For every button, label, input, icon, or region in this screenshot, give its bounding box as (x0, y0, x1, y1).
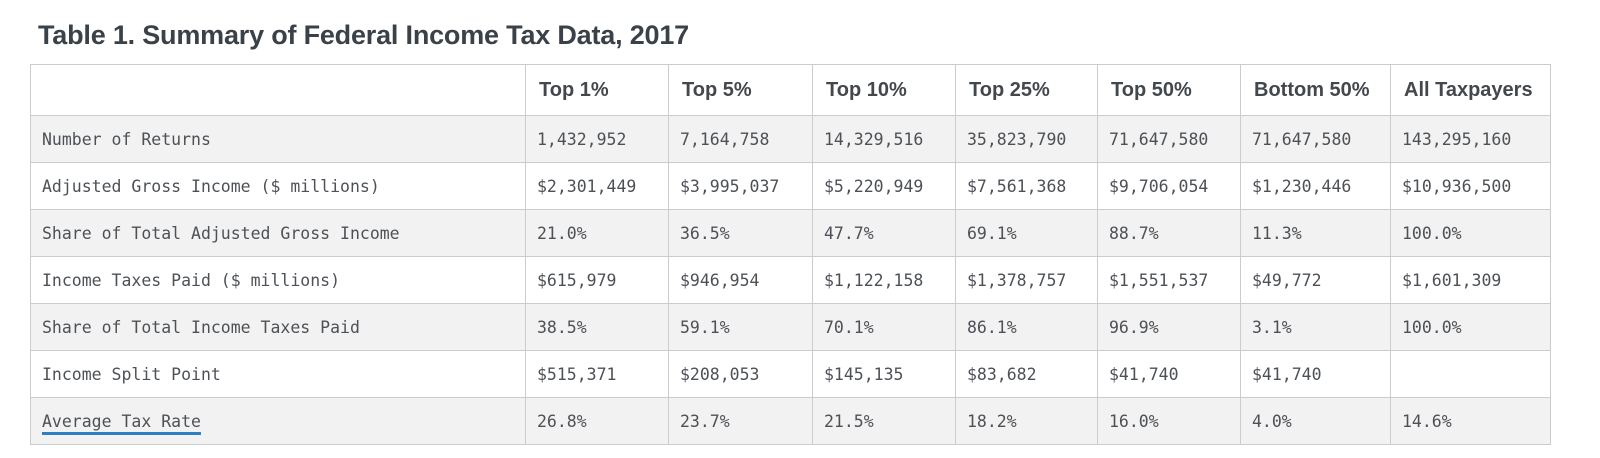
data-cell: 21.5% (812, 397, 956, 445)
data-cell: 4.0% (1240, 397, 1391, 445)
data-cell: 69.1% (955, 209, 1098, 257)
data-cell: 100.0% (1390, 303, 1551, 351)
data-cell: $5,220,949 (812, 162, 956, 210)
column-header: Top 50% (1097, 64, 1241, 116)
data-cell: $41,740 (1097, 350, 1241, 398)
federal-income-tax-table: Top 1% Top 5% Top 10% Top 25% Top 50% Bottom … (30, 64, 1551, 445)
data-cell: $615,979 (525, 256, 669, 304)
data-cell: 59.1% (668, 303, 813, 351)
row-label: Share of Total Adjusted Gross Income (30, 209, 526, 257)
data-cell: 14.6% (1390, 397, 1551, 445)
data-cell: 71,647,580 (1240, 115, 1391, 163)
data-cell: $49,772 (1240, 256, 1391, 304)
data-cell: 14,329,516 (812, 115, 956, 163)
column-header: All Taxpayers (1390, 64, 1551, 116)
data-cell: $7,561,368 (955, 162, 1098, 210)
data-cell: $1,378,757 (955, 256, 1098, 304)
data-cell: $1,601,309 (1390, 256, 1551, 304)
data-cell: 1,432,952 (525, 115, 669, 163)
data-cell: 86.1% (955, 303, 1098, 351)
row-label: Average Tax Rate (30, 397, 526, 445)
data-cell (1390, 350, 1551, 398)
row-label: Income Taxes Paid ($ millions) (30, 256, 526, 304)
data-cell: 18.2% (955, 397, 1098, 445)
row-label: Adjusted Gross Income ($ millions) (30, 162, 526, 210)
column-header: Top 10% (812, 64, 956, 116)
data-cell: $946,954 (668, 256, 813, 304)
table-title: Table 1. Summary of Federal Income Tax D… (38, 20, 689, 50)
data-cell: 143,295,160 (1390, 115, 1551, 163)
row-label: Income Split Point (30, 350, 526, 398)
data-cell: 11.3% (1240, 209, 1391, 257)
table-row: Share of Total Income Taxes Paid 38.5% 59.… (30, 303, 1551, 351)
data-cell: 47.7% (812, 209, 956, 257)
table-row: Average Tax Rate 26.8% 23.7% 21.5% 18.2% 16.0… (30, 397, 1551, 445)
table-row: Income Taxes Paid ($ millions) $615,979 $9… (30, 256, 1551, 304)
data-cell: $83,682 (955, 350, 1098, 398)
data-cell: 35,823,790 (955, 115, 1098, 163)
glossary-term-link[interactable]: Average Tax Rate (42, 411, 201, 431)
data-cell: 16.0% (1097, 397, 1241, 445)
data-cell: $515,371 (525, 350, 669, 398)
data-cell: 3.1% (1240, 303, 1391, 351)
data-cell: $208,053 (668, 350, 813, 398)
row-label: Share of Total Income Taxes Paid (30, 303, 526, 351)
table-body: Number of Returns 1,432,952 7,164,758 14,32… (30, 115, 1551, 445)
data-cell: $10,936,500 (1390, 162, 1551, 210)
data-cell: 21.0% (525, 209, 669, 257)
column-header: Top 25% (955, 64, 1098, 116)
table-row: Income Split Point $515,371 $208,053 $145,1… (30, 350, 1551, 398)
data-cell: $41,740 (1240, 350, 1391, 398)
data-cell: 38.5% (525, 303, 669, 351)
row-label-header (30, 64, 526, 116)
data-cell: 36.5% (668, 209, 813, 257)
data-cell: $1,551,537 (1097, 256, 1241, 304)
data-cell: $9,706,054 (1097, 162, 1241, 210)
data-cell: 88.7% (1097, 209, 1241, 257)
data-cell: $1,122,158 (812, 256, 956, 304)
row-label: Number of Returns (30, 115, 526, 163)
data-cell: 70.1% (812, 303, 956, 351)
data-cell: $1,230,446 (1240, 162, 1391, 210)
data-cell: 26.8% (525, 397, 669, 445)
table-row: Number of Returns 1,432,952 7,164,758 14,32… (30, 115, 1551, 163)
data-cell: 7,164,758 (668, 115, 813, 163)
header-row: Top 1% Top 5% Top 10% Top 25% Top 50% Bottom … (30, 64, 1551, 116)
table-row: Adjusted Gross Income ($ millions) $2,301… (30, 162, 1551, 210)
data-cell: 96.9% (1097, 303, 1241, 351)
column-header: Bottom 50% (1240, 64, 1391, 116)
data-cell: 100.0% (1390, 209, 1551, 257)
data-cell: $2,301,449 (525, 162, 669, 210)
data-cell: $145,135 (812, 350, 956, 398)
column-header: Top 1% (525, 64, 669, 116)
data-cell: $3,995,037 (668, 162, 813, 210)
table-row: Share of Total Adjusted Gross Income 21.0… (30, 209, 1551, 257)
data-cell: 71,647,580 (1097, 115, 1241, 163)
table-header: Top 1% Top 5% Top 10% Top 25% Top 50% Bottom … (30, 64, 1551, 116)
data-cell: 23.7% (668, 397, 813, 445)
column-header: Top 5% (668, 64, 813, 116)
